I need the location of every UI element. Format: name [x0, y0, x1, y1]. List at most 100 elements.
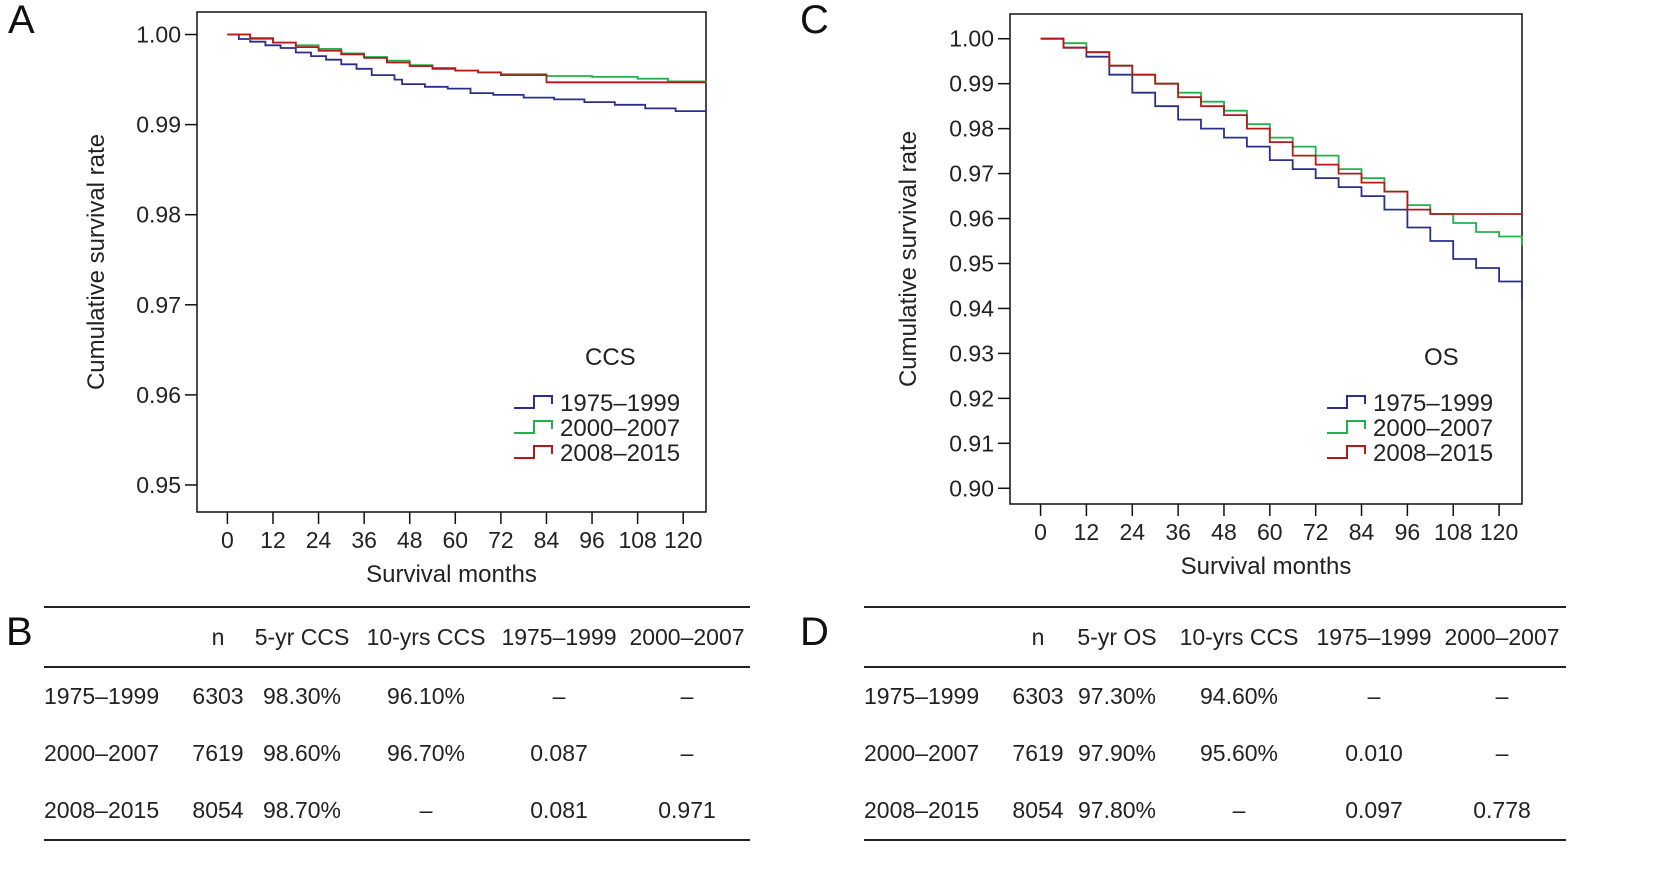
x-tick-label: 36: [1165, 519, 1191, 545]
y-tick-label: 0.96: [136, 382, 181, 408]
table-cell: –: [552, 683, 566, 709]
legend-title: CCS: [585, 344, 636, 371]
series-line-1: [1040, 37, 1523, 300]
table-cell: 97.30%: [1077, 683, 1156, 709]
x-tick-label: 72: [1303, 519, 1329, 545]
table-cell: 0.097: [1345, 797, 1403, 823]
table-header-row: n 5-yr OS 10-yrs CCS 1975–1999 2000–2007: [864, 607, 1566, 667]
table-cell: 98.70%: [262, 797, 341, 823]
table-b: n 5-yr CCS 10-yrs CCS 1975–1999 2000–200…: [44, 606, 750, 841]
table-cell: 96.10%: [386, 683, 465, 709]
table-cell: 2008–2015: [864, 797, 980, 823]
y-tick-label: 0.97: [949, 161, 994, 187]
table-header-cell: [864, 607, 1010, 667]
x-tick-label: 48: [1211, 519, 1237, 545]
y-tick-label: 0.95: [136, 472, 181, 498]
table-header-cell: n: [1031, 623, 1045, 650]
x-tick-label: 120: [1480, 519, 1518, 545]
legend-swatch: [1327, 445, 1366, 459]
table-cell: 6303: [192, 683, 244, 709]
y-tick-label: 1.00: [949, 26, 994, 52]
y-tick-label: 0.96: [949, 206, 994, 232]
legend-swatch: [1327, 420, 1366, 434]
plot-frame: [1009, 13, 1523, 505]
y-tick-label: 0.91: [949, 430, 994, 456]
table-cell: –: [1495, 740, 1509, 766]
table-cell: –: [1495, 683, 1509, 709]
panel-label-b: B: [6, 610, 33, 654]
x-tick-label: 12: [1074, 519, 1100, 545]
panel-label-a: A: [8, 0, 35, 42]
y-tick-label: 0.95: [949, 250, 994, 276]
y-tick-label: 1.00: [136, 22, 181, 48]
x-tick-label: 96: [579, 527, 605, 553]
x-tick-label: 36: [351, 527, 377, 553]
x-tick-label: 0: [221, 527, 234, 553]
x-axis-label: Survival months: [366, 561, 537, 588]
x-tick-label: 96: [1395, 519, 1421, 545]
chart-C: 0.90 0.91 0.92 0.93 0.94 0.95 0.96 0.97 0.98 0.99…: [895, 13, 1523, 580]
y-tick-label: 0.99: [136, 112, 181, 138]
panel-label-d: D: [800, 610, 829, 654]
table-cell: 0.010: [1345, 740, 1403, 766]
table-cell: 94.60%: [1199, 683, 1278, 709]
table-cell: 98.60%: [262, 740, 341, 766]
y-tick-label: 0.92: [949, 385, 994, 411]
table-header-cell: 2000–2007: [1444, 623, 1560, 650]
table-cell: 8054: [192, 797, 244, 823]
table-cell: 2000–2007: [44, 740, 160, 766]
x-tick-label: 108: [1434, 519, 1472, 545]
x-tick-label: 120: [664, 527, 702, 553]
x-tick-label: 72: [488, 527, 514, 553]
x-tick-label: 108: [618, 527, 656, 553]
y-tick-label: 0.98: [949, 116, 994, 142]
table-header-cell: 5-yr OS: [1077, 623, 1157, 650]
x-tick-label: 24: [1119, 519, 1145, 545]
legend-swatch: [1327, 395, 1366, 409]
legend-label: 1975–1999: [1373, 390, 1493, 417]
table-cell: 0.971: [658, 797, 716, 823]
x-tick-label: 48: [397, 527, 423, 553]
survival-charts: 0.95 0.96 0.97 0.98 0.99 1.00 0 12 24 36 48 60 72 84 9…: [83, 11, 1523, 588]
legend-label: 2000–2007: [1373, 415, 1493, 442]
table-cell: 8054: [1012, 797, 1064, 823]
table-cell: 98.30%: [262, 683, 341, 709]
x-tick-label: 12: [260, 527, 286, 553]
table-cell: 0.778: [1473, 797, 1531, 823]
x-tick-label: 24: [306, 527, 332, 553]
table-row: 2000–2007 7619 97.90% 95.60% 0.010 –: [864, 725, 1566, 782]
table-row: 2008–2015 8054 98.70% – 0.081 0.971: [44, 782, 750, 840]
table-cell: 96.70%: [386, 740, 465, 766]
table-header-cell: 2000–2007: [629, 623, 745, 650]
table-cell: –: [419, 797, 433, 823]
table-header-row: n 5-yr CCS 10-yrs CCS 1975–1999 2000–200…: [44, 607, 750, 667]
y-tick-label: 0.98: [136, 202, 181, 228]
table-cell: 97.90%: [1077, 740, 1156, 766]
table-d: n 5-yr OS 10-yrs CCS 1975–1999 2000–2007…: [864, 606, 1566, 841]
series-line-2: [227, 33, 707, 83]
table-cell: 1975–1999: [864, 683, 980, 709]
table-cell: 7619: [1012, 740, 1064, 766]
table-header-cell: 5-yr CCS: [254, 623, 350, 650]
legend-label: 1975–1999: [560, 390, 680, 417]
legend-swatch: [514, 395, 553, 409]
table-cell: –: [1232, 797, 1246, 823]
legend-swatch: [514, 420, 553, 434]
x-tick-label: 0: [1034, 519, 1047, 545]
legend-label: 2008–2015: [560, 440, 680, 467]
legend-title: OS: [1424, 344, 1459, 371]
x-tick-label: 84: [1349, 519, 1375, 545]
table-cell: 97.80%: [1077, 797, 1156, 823]
table-cell: 0.087: [530, 740, 588, 766]
y-tick-label: 0.97: [136, 292, 181, 318]
table-cell: 7619: [192, 740, 244, 766]
y-axis-label: Cumulative survival rate: [83, 134, 110, 390]
series-line-1: [227, 33, 707, 113]
plot-frame: [196, 11, 707, 513]
table-header-cell: 10-yrs CCS: [1179, 623, 1299, 650]
legend-label: 2000–2007: [560, 415, 680, 442]
table-cell: 6303: [1012, 683, 1064, 709]
table-header-cell: 1975–1999: [501, 623, 617, 650]
table-cell: –: [680, 740, 694, 766]
table-cell: 1975–1999: [44, 683, 160, 709]
